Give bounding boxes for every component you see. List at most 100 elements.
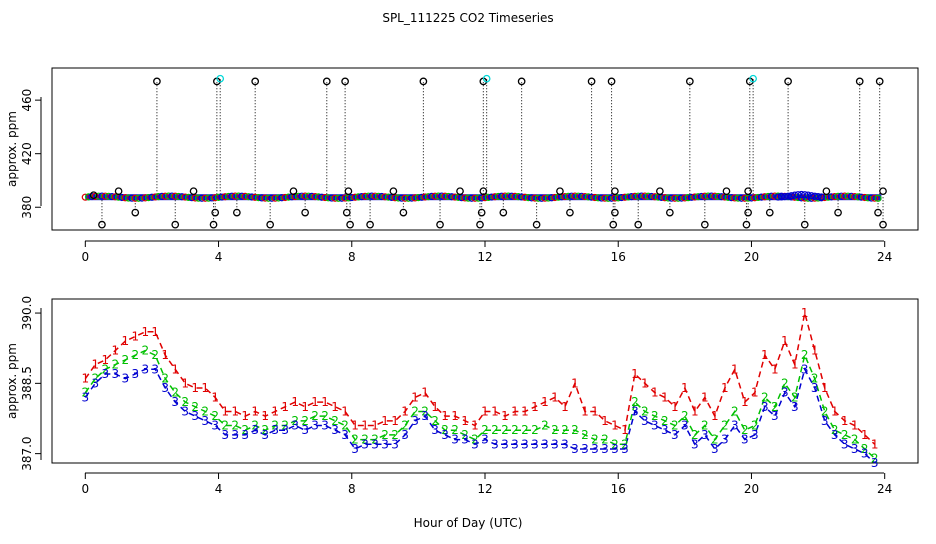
bottom-x-tick-label: 0 (81, 482, 89, 496)
baseline-point (261, 194, 269, 202)
top-plot-frame (51, 67, 919, 231)
baseline-point (318, 193, 326, 201)
outlier-point (556, 187, 564, 196)
baseline-point (184, 193, 193, 201)
series-1-point: 1 (731, 362, 739, 376)
top-y-tick-label: 460 (20, 89, 34, 112)
baseline-point (271, 194, 279, 202)
series-2-point: 2 (281, 419, 289, 433)
series-3-point: 3 (301, 423, 309, 437)
outlier-point (744, 187, 752, 196)
series-2-point: 2 (641, 404, 649, 418)
series-2-point: 2 (241, 423, 249, 437)
series-3-point: 3 (211, 419, 219, 433)
baseline-point (214, 193, 223, 201)
series-1-point: 1 (111, 344, 119, 358)
baseline-point (228, 192, 236, 200)
series-3-point: 3 (221, 428, 229, 442)
series-2-point: 2 (501, 423, 509, 437)
baseline-point (298, 192, 306, 200)
top-x-axis: 0 4 8 12 16 20 24 (81, 240, 892, 264)
series-3-point: 3 (731, 419, 739, 433)
baseline-point (174, 192, 183, 201)
baseline-point (531, 194, 539, 202)
outlier-point (611, 187, 619, 196)
series-2-point: 2 (491, 423, 499, 437)
baseline-point (641, 192, 649, 200)
spike-high-point (875, 77, 884, 86)
baseline-point (774, 193, 782, 201)
baseline-point (118, 193, 126, 202)
baseline-point (481, 194, 489, 202)
baseline-point (667, 194, 676, 202)
baseline-point (401, 194, 409, 202)
series-2-point: 2 (771, 400, 779, 414)
baseline-point (771, 192, 779, 200)
baseline-point (787, 192, 796, 200)
series-1-point: 1 (231, 404, 239, 418)
series-1-point: 1 (411, 390, 419, 404)
baseline-point (258, 194, 266, 202)
series-1-point: 1 (671, 400, 679, 414)
series-1-point: 1 (691, 404, 699, 418)
series-1-point: 1 (291, 395, 299, 409)
baseline-point (128, 194, 136, 202)
spike-low-point (436, 220, 444, 229)
series-2-point: 2 (211, 409, 219, 423)
series-3-point: 3 (451, 433, 459, 447)
series-2-point: 2 (521, 423, 529, 437)
series-1-point: 1 (851, 419, 859, 433)
baseline-point (95, 192, 103, 200)
series-1-point: 1 (661, 390, 669, 404)
outlier-point (289, 187, 298, 196)
baseline-point (264, 194, 273, 202)
series-2-point: 2 (571, 423, 579, 437)
baseline-point (611, 194, 619, 202)
baseline-point (538, 194, 546, 202)
series-3-point: 3 (121, 372, 129, 386)
baseline-point (221, 193, 229, 201)
baseline-point (634, 192, 642, 200)
baseline-point (831, 192, 839, 201)
series-3-point: 3 (531, 437, 539, 451)
baseline-point (351, 193, 359, 201)
series-3-point: 3 (491, 437, 499, 451)
series-2-point: 2 (381, 428, 389, 442)
series-2-point: 2 (581, 428, 589, 442)
baseline-point (587, 193, 596, 201)
baseline-point (737, 194, 746, 202)
baseline-point (631, 192, 639, 200)
baseline-point (361, 192, 369, 200)
outlier-point (389, 187, 398, 196)
series-1-point: 1 (581, 404, 589, 418)
baseline-point (674, 194, 682, 202)
outlier-point (456, 187, 464, 196)
baseline-point (354, 193, 363, 201)
series-3-point: 3 (261, 428, 269, 442)
outlier-point (722, 187, 731, 196)
series-1-point: 1 (571, 376, 579, 390)
baseline-point (508, 192, 516, 200)
baseline-point (461, 194, 469, 202)
baseline-point (624, 193, 632, 201)
series-2-point: 2 (691, 428, 699, 442)
baseline-point (591, 193, 599, 202)
series-3-point: 3 (311, 419, 319, 433)
baseline-point (574, 192, 582, 200)
baseline-point (398, 194, 406, 202)
series-3-point: 3 (381, 437, 389, 451)
baseline-point (171, 192, 179, 200)
baseline-point (125, 194, 133, 202)
baseline-point (284, 193, 293, 201)
series-1-point: 1 (251, 404, 259, 418)
series-1-point: 1 (191, 381, 199, 395)
series-3-point: 3 (801, 362, 809, 376)
series-1-point: 1 (721, 381, 729, 395)
series-1-point: 1 (521, 404, 529, 418)
baseline-point (518, 193, 526, 201)
baseline-point (151, 193, 159, 201)
baseline-point (561, 192, 569, 201)
series-1-point: 1 (781, 334, 789, 348)
series-1-point: 1 (151, 325, 159, 339)
baseline-point (178, 193, 186, 201)
